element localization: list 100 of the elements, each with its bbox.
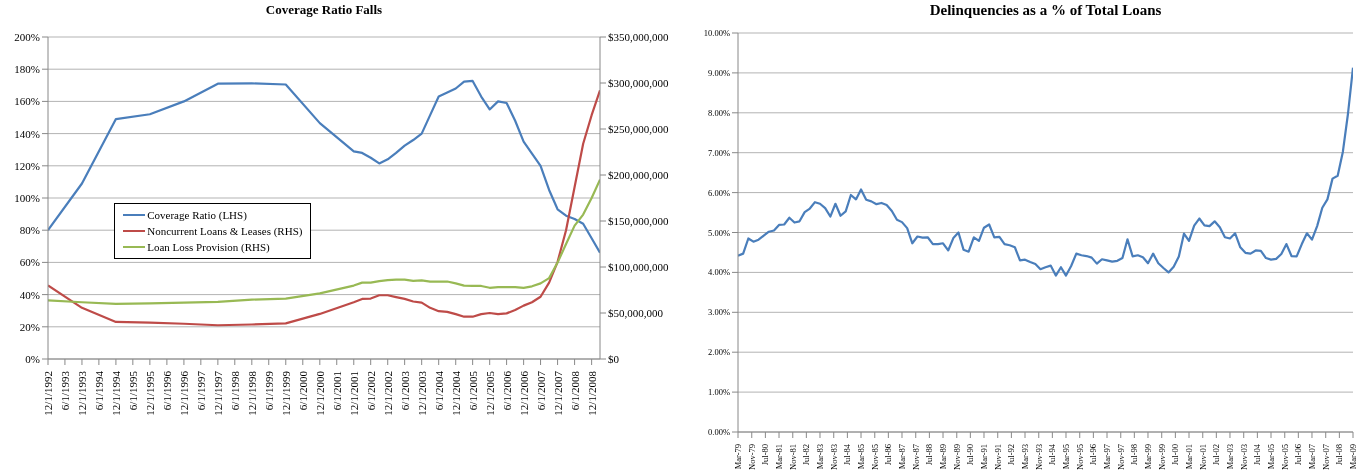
y-tick-label: 140%: [14, 127, 40, 140]
x-tick-label: Jul-80: [760, 444, 771, 466]
x-tick-label: 6/1/2001: [330, 371, 343, 411]
y-tick-label: 4.00%: [708, 267, 730, 278]
x-tick-label: 12/1/2008: [585, 370, 598, 416]
y-tick-label: 20%: [19, 320, 40, 333]
x-tick-label: 6/1/1999: [262, 370, 275, 411]
y-tick-label: 160%: [14, 95, 40, 108]
chart-title: Coverage Ratio Falls: [264, 2, 384, 18]
x-tick-label: Jul-06: [1293, 444, 1304, 466]
x-tick-label: 6/1/2008: [568, 370, 581, 411]
x-tick-label: 6/1/1995: [126, 370, 139, 411]
x-tick-label: Nov-83: [828, 444, 839, 470]
x-tick-label: Mar-95: [1060, 444, 1071, 470]
x-tick-label: Mar-01: [1184, 444, 1195, 470]
x-tick-label: Jul-92: [1006, 444, 1017, 466]
y-tick-label: 120%: [14, 159, 40, 172]
y-tick-label: 1.00%: [708, 387, 730, 398]
x-tick-label: Jul-84: [842, 443, 853, 466]
x-tick-label: 6/1/2002: [364, 371, 377, 411]
x-tick-label: 6/1/2000: [296, 370, 309, 411]
line-series: [738, 66, 1353, 277]
y-tick-label: 40%: [19, 288, 40, 301]
legend-label: Coverage Ratio (LHS): [147, 208, 247, 224]
y2-tick-label: $200,000,000: [608, 168, 669, 181]
x-tick-label: 12/1/2004: [449, 370, 462, 416]
y2-tick-label: $100,000,000: [608, 260, 669, 273]
x-tick-label: Mar-87: [896, 444, 907, 470]
y-tick-label: 5.00%: [708, 227, 730, 238]
x-tick-label: Mar-91: [978, 444, 989, 470]
y2-tick-label: $50,000,000: [608, 306, 664, 319]
x-tick-label: Nov-91: [992, 444, 1003, 470]
x-tick-label: 6/1/2006: [500, 370, 513, 411]
x-tick-label: Mar-85: [856, 444, 867, 470]
y-tick-label: 6.00%: [708, 187, 730, 198]
x-tick-label: Jul-94: [1047, 443, 1058, 466]
x-tick-label: Jul-96: [1088, 444, 1099, 466]
x-tick-label: 6/1/1994: [92, 370, 105, 411]
x-tick-label: Jul-08: [1334, 444, 1345, 466]
x-tick-label: Nov-97: [1115, 444, 1126, 470]
x-tick-label: Mar-81: [774, 444, 785, 470]
x-tick-label: 12/1/2003: [415, 370, 428, 416]
y2-tick-label: $350,000,000: [608, 30, 669, 43]
x-tick-label: Mar-03: [1224, 444, 1235, 470]
x-tick-label: 12/1/1993: [75, 370, 88, 416]
y-tick-label: 3.00%: [708, 307, 730, 318]
x-tick-label: Jul-04: [1252, 443, 1263, 466]
x-tick-label: Nov-81: [787, 444, 798, 470]
x-tick-label: Jul-00: [1170, 444, 1181, 466]
x-tick-label: Mar-99: [1142, 444, 1153, 470]
x-tick-label: Nov-79: [746, 444, 757, 470]
y-tick-label: 80%: [19, 224, 40, 237]
y2-tick-label: $150,000,000: [608, 214, 669, 227]
x-tick-label: Nov-03: [1238, 444, 1249, 470]
line-series: [48, 89, 600, 327]
x-tick-label: Nov-07: [1320, 444, 1331, 470]
y-tick-label: 0%: [25, 352, 40, 365]
x-tick-label: 12/1/2000: [313, 370, 326, 416]
legend-label: Loan Loss Provision (RHS): [147, 240, 270, 256]
x-tick-label: 6/1/2007: [534, 370, 547, 411]
x-tick-label: 12/1/1999: [279, 370, 292, 416]
x-tick-label: 12/1/1997: [211, 370, 224, 416]
x-tick-label: 6/1/1993: [58, 370, 71, 411]
x-tick-label: Nov-95: [1074, 444, 1085, 470]
x-tick-label: 6/1/2004: [432, 370, 445, 411]
x-tick-label: Jul-98: [1129, 444, 1140, 466]
y-tick-label: 100%: [14, 191, 40, 204]
x-tick-label: Mar-97: [1102, 444, 1113, 470]
x-tick-label: 6/1/1996: [160, 370, 173, 411]
y-tick-label: 0.00%: [708, 427, 730, 438]
x-tick-label: Jul-88: [924, 444, 935, 466]
x-tick-label: 12/1/1995: [143, 370, 156, 416]
legend-label: Noncurrent Loans & Leases (RHS): [147, 224, 303, 240]
x-tick-label: Jul-86: [883, 444, 894, 466]
x-tick-label: Jul-02: [1211, 444, 1222, 466]
x-tick-label: Mar-07: [1306, 444, 1317, 470]
x-tick-label: Nov-89: [951, 444, 962, 470]
x-tick-label: Nov-87: [910, 444, 921, 470]
y-tick-label: 9.00%: [708, 67, 730, 78]
x-tick-label: Mar-79: [733, 444, 743, 470]
line-series: [48, 79, 600, 254]
x-tick-label: Mar-05: [1266, 444, 1276, 470]
y2-tick-label: $0: [608, 352, 620, 365]
x-tick-label: Jul-90: [965, 444, 976, 466]
x-tick-label: 12/1/1998: [245, 370, 258, 416]
x-tick-label: 12/1/1996: [177, 370, 190, 416]
x-tick-label: Nov-05: [1279, 444, 1290, 470]
x-tick-label: Nov-93: [1033, 444, 1044, 470]
x-tick-label: 6/1/1998: [228, 370, 241, 411]
y-tick-label: 10.00%: [703, 28, 730, 39]
x-tick-label: 12/1/2007: [551, 370, 564, 416]
x-tick-label: 12/1/2001: [347, 371, 360, 416]
x-tick-label: 12/1/1994: [109, 370, 122, 416]
x-tick-label: 12/1/1992: [42, 371, 54, 416]
y-tick-label: 8.00%: [708, 107, 730, 118]
y-tick-label: 60%: [19, 256, 40, 269]
x-tick-label: Mar-89: [938, 444, 949, 470]
x-tick-label: 6/1/1997: [194, 370, 207, 411]
x-tick-label: 6/1/2003: [398, 370, 411, 411]
y-tick-label: 180%: [14, 63, 40, 76]
